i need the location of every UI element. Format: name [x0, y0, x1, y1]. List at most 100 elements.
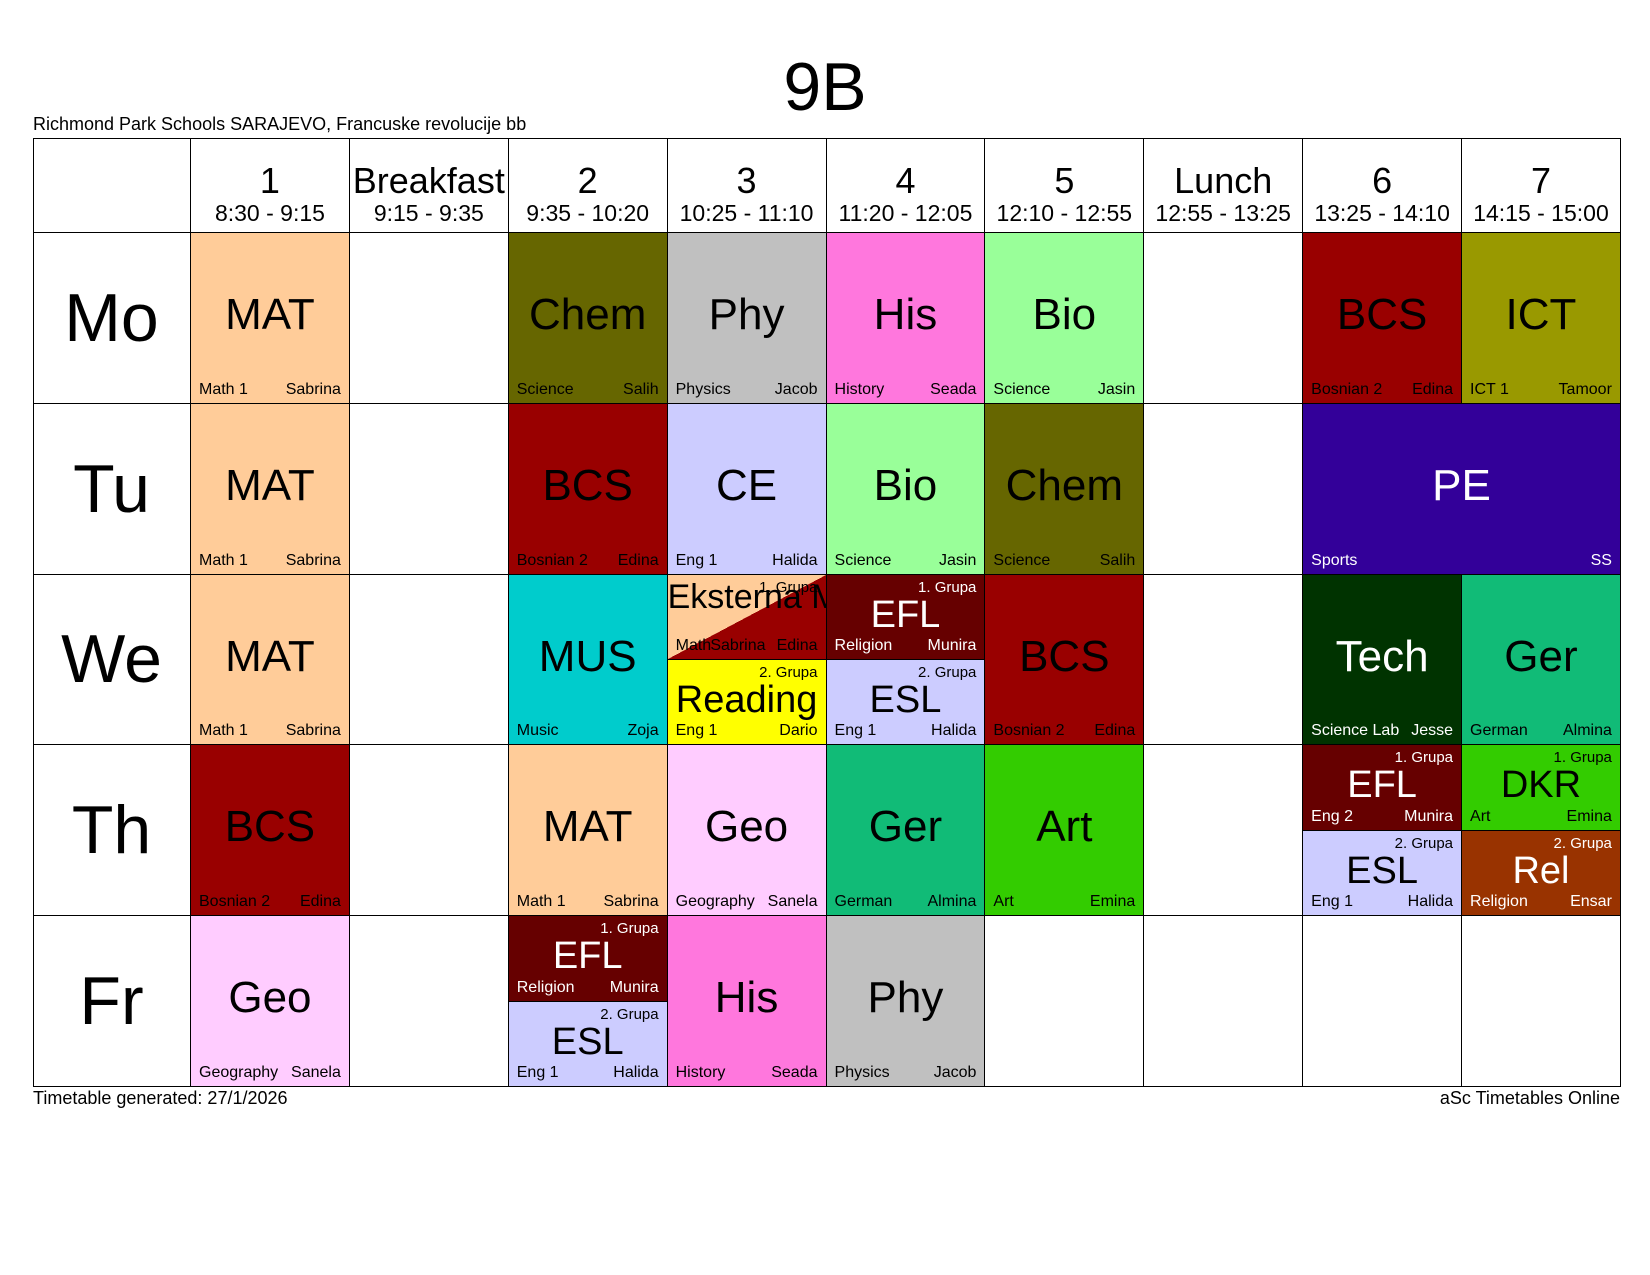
- day-label: Fr: [33, 916, 191, 1087]
- teacher-name: Sanela: [767, 893, 818, 911]
- class-name: ICT 1: [1470, 380, 1509, 398]
- period-header: 4 11:20 - 12:05: [826, 138, 986, 233]
- teacher-name: Salih: [1099, 551, 1136, 569]
- class-name: Math 1: [199, 551, 248, 569]
- lesson-card[interactable]: Geo Geography Sanela: [191, 916, 350, 1087]
- lesson-card[interactable]: MUS Music Zoja: [508, 574, 668, 746]
- lesson-card[interactable]: 1. Grupa DKR Art Emina: [1462, 745, 1621, 831]
- lesson-card[interactable]: BCS Bosnian 2 Edina: [191, 745, 350, 917]
- lesson-card[interactable]: Bio Science Jasin: [826, 403, 986, 575]
- period-label: 6: [1372, 160, 1393, 201]
- lesson-card[interactable]: 2. Grupa ESL Eng 1 Halida: [508, 1001, 668, 1087]
- teacher-name: Emina: [1566, 807, 1612, 825]
- lesson-card[interactable]: BCS Bosnian 2 Edina: [1303, 233, 1463, 404]
- lesson-card[interactable]: 1. Grupa EFL Eng 2 Munira: [1303, 745, 1463, 831]
- empty-slot: [1144, 574, 1304, 746]
- subject-name: Eksterna M: [667, 577, 827, 616]
- subject-name: EFL: [870, 593, 941, 636]
- lesson-card[interactable]: 2. Grupa ESL Eng 1 Halida: [826, 660, 986, 746]
- teacher-name: Seada: [771, 1063, 818, 1081]
- lesson-card[interactable]: BCS Bosnian 2 Edina: [985, 574, 1145, 746]
- class-name: Science: [993, 551, 1051, 569]
- period-time: 9:35 - 10:20: [526, 200, 650, 226]
- class-name: Art: [1470, 807, 1491, 825]
- group-label: 1. Grupa: [600, 920, 659, 938]
- lesson-card[interactable]: BCS Bosnian 2 Edina: [508, 403, 668, 575]
- teacher-name: Edina: [617, 551, 659, 569]
- class-name: Science: [516, 380, 574, 398]
- teacher-name: Sabrina: [285, 551, 341, 569]
- subject-name: His: [714, 973, 779, 1023]
- subject-name: Chem: [529, 290, 647, 339]
- lesson-card[interactable]: 2. Grupa Rel Religion Ensar: [1462, 830, 1621, 917]
- lesson-card[interactable]: Tech Science Lab Jesse: [1303, 574, 1463, 746]
- lesson-card[interactable]: Chem Science Salih: [508, 233, 668, 404]
- subject-name: MAT: [225, 460, 315, 510]
- period-label: 2: [577, 160, 598, 201]
- teacher-name: Salih: [623, 380, 659, 398]
- software-credit: aSc Timetables Online: [1439, 1088, 1620, 1108]
- period-header: Breakfast 9:15 - 9:35: [349, 138, 509, 233]
- lesson-card[interactable]: Phy Physics Jacob: [667, 233, 827, 404]
- empty-slot: [349, 745, 509, 917]
- teacher-name: Sabrina: [710, 636, 766, 654]
- lesson-card[interactable]: MAT Math 1 Sabrina: [191, 403, 350, 575]
- lesson-card[interactable]: 2. Grupa Reading Eng 1 Dario: [667, 660, 827, 746]
- class-name: Bosnian 2: [199, 893, 271, 911]
- teacher-name: Munira: [1404, 807, 1454, 825]
- lesson-card[interactable]: His History Seada: [826, 233, 986, 404]
- period-time: 11:20 - 12:05: [838, 200, 973, 226]
- lesson-card[interactable]: PE Sports SS: [1303, 403, 1621, 575]
- lesson-card[interactable]: Ger German Almina: [1462, 574, 1621, 746]
- lesson-card[interactable]: MAT Math 1 Sabrina: [191, 233, 350, 404]
- lesson-card[interactable]: ICT ICT 1 Tamoor: [1462, 233, 1621, 404]
- class-name: Math 1: [516, 893, 566, 911]
- subject-name: MAT: [542, 802, 633, 852]
- group-label: 1. Grupa: [759, 578, 818, 596]
- lesson-card[interactable]: His History Seada: [667, 916, 827, 1087]
- subject-name: MUS: [538, 631, 637, 681]
- lesson-card[interactable]: MAT Math 1 Sabrina: [508, 745, 668, 917]
- empty-slot: [349, 233, 509, 404]
- lesson-card[interactable]: 1. Grupa EFL Religion Munira: [508, 916, 668, 1002]
- subject-name: BCS: [224, 802, 316, 852]
- lesson-card[interactable]: 2. Grupa ESL Eng 1 Halida: [1303, 830, 1463, 917]
- lesson-card[interactable]: 1. Grupa Eksterna M Math Sabrina Edina: [667, 574, 827, 660]
- subject-name: BCS: [1336, 290, 1428, 339]
- subject-name: BCS: [542, 460, 633, 510]
- teacher-name: Halida: [772, 551, 818, 569]
- subject-name: Tech: [1335, 631, 1429, 681]
- class-name: Eng 1: [675, 722, 718, 740]
- lesson-card[interactable]: Phy Physics Jacob: [826, 916, 986, 1087]
- teacher-name: Sabrina: [285, 380, 341, 398]
- empty-slot: [1303, 916, 1463, 1087]
- day-label: We: [33, 574, 191, 746]
- period-header: 2 9:35 - 10:20: [508, 138, 668, 233]
- class-name: Math 1: [199, 380, 248, 398]
- lesson-card[interactable]: Geo Geography Sanela: [667, 745, 827, 917]
- class-name: Geography: [199, 1063, 279, 1081]
- lesson-card[interactable]: Ger German Almina: [826, 745, 986, 917]
- group-label: 1. Grupa: [1553, 749, 1612, 767]
- lesson-card[interactable]: CE Eng 1 Halida: [667, 403, 827, 575]
- teacher-name: Munira: [927, 636, 977, 654]
- group-label: 2. Grupa: [918, 664, 977, 681]
- subject-name: PE: [1432, 460, 1491, 510]
- teacher-name: Sabrina: [285, 722, 341, 740]
- corner-cell: [33, 138, 191, 233]
- teacher-name: Ensar: [1570, 893, 1612, 911]
- class-name: Math: [675, 636, 712, 654]
- period-label: 3: [736, 160, 757, 201]
- subject-name: Bio: [1032, 290, 1097, 339]
- teacher-name: Edina: [1094, 722, 1136, 740]
- subject-name: Phy: [867, 973, 944, 1023]
- subject-name: ICT: [1505, 290, 1577, 339]
- lesson-card[interactable]: 1. Grupa EFL Religion Munira: [826, 574, 986, 660]
- lesson-card[interactable]: Bio Science Jasin: [985, 233, 1145, 404]
- period-time: 8:30 - 9:15: [214, 200, 325, 226]
- lesson-card[interactable]: MAT Math 1 Sabrina: [191, 574, 350, 746]
- lesson-card[interactable]: Chem Science Salih: [985, 403, 1145, 575]
- empty-slot: [1144, 233, 1304, 404]
- lesson-card[interactable]: Art Art Emina: [985, 745, 1145, 917]
